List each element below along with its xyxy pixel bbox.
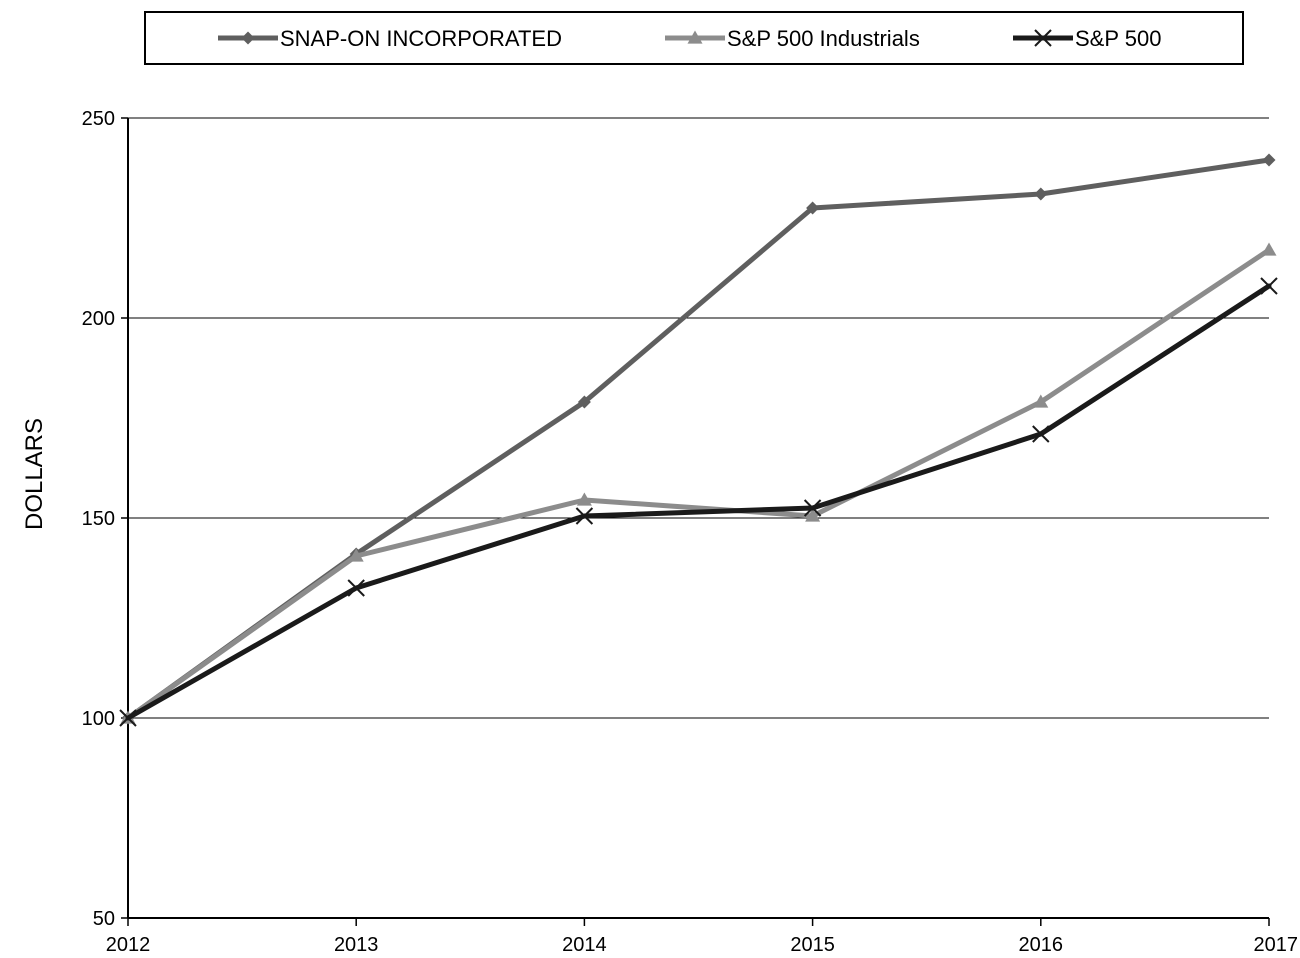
y-tick-label: 250	[82, 108, 115, 130]
legend-label: SNAP-ON INCORPORATED	[280, 26, 562, 51]
series-3	[119, 277, 1278, 727]
data-point	[575, 507, 594, 525]
legend-item-1: SNAP-ON INCORPORATED	[218, 26, 562, 51]
data-point	[805, 508, 821, 522]
data-point	[1032, 425, 1050, 443]
data-point-stroke-b	[1032, 425, 1050, 443]
data-point	[803, 499, 822, 517]
y-tick-label: 100	[82, 708, 115, 730]
data-point	[806, 201, 820, 215]
legend-marker-stroke-b	[1034, 29, 1052, 47]
data-point	[576, 492, 592, 506]
data-point-stroke-b	[1260, 277, 1278, 295]
x-tick-label: 2012	[106, 934, 151, 956]
x-tick-label: 2015	[790, 934, 835, 956]
data-point-stroke-b	[119, 709, 137, 727]
legend-item-2: S&P 500 Industrials	[665, 26, 920, 51]
legend-item-3: S&P 500	[1013, 26, 1161, 51]
legend-marker	[241, 31, 255, 45]
legend-label: S&P 500 Industrials	[727, 26, 920, 51]
series-line-2	[125, 247, 1272, 721]
data-point	[1261, 242, 1277, 256]
data-point	[577, 395, 591, 409]
y-tick-label: 150	[82, 508, 115, 530]
data-point	[347, 579, 365, 597]
legend-marker	[687, 30, 703, 44]
x-tick-label: 2017	[1254, 934, 1299, 956]
x-tick-label: 2016	[1019, 934, 1064, 956]
data-point-stroke-b	[575, 507, 594, 525]
data-point	[348, 548, 364, 562]
data-point	[1262, 153, 1276, 167]
y-tick-label: 50	[93, 908, 115, 930]
x-tick-label: 2013	[334, 934, 379, 956]
data-point	[119, 709, 137, 727]
data-point	[1260, 277, 1278, 295]
series-1	[121, 153, 1276, 725]
x-tick-label: 2014	[562, 934, 607, 956]
axes	[121, 117, 1270, 926]
series-line-3	[125, 283, 1272, 721]
legend-marker	[1034, 29, 1052, 47]
series-2	[120, 242, 1277, 724]
series-line-1	[125, 157, 1272, 721]
data-point-stroke-b	[803, 499, 822, 517]
series-group	[119, 153, 1278, 727]
data-point	[1033, 394, 1049, 408]
data-point	[1034, 187, 1048, 201]
y-axis-title: DOLLARS	[21, 418, 48, 530]
data-point-stroke-b	[347, 579, 365, 597]
gridlines	[128, 117, 1269, 719]
y-tick-label: 200	[82, 308, 115, 330]
y-tick-labels: 50 100 150 200 250	[82, 108, 115, 930]
legend: SNAP-ON INCORPORATED S&P 500 Industrials S…	[144, 11, 1244, 65]
x-tick-labels: 2012 2013 2014 2015 2016 2017	[106, 934, 1298, 956]
legend-label: S&P 500	[1075, 26, 1161, 51]
